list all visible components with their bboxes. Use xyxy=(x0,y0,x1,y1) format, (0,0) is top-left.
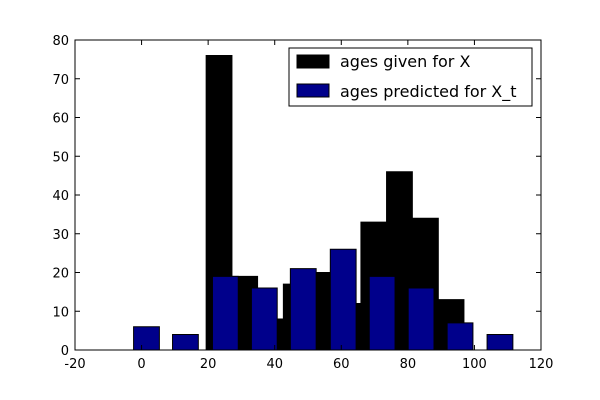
x-tick-label: 20 xyxy=(200,357,217,372)
bars-layer xyxy=(133,55,514,351)
x-tick-label: 100 xyxy=(462,357,487,372)
x-tick-label: 120 xyxy=(529,357,554,372)
bar-series-2-4 xyxy=(250,287,278,351)
legend-label-ages-predicted: ages predicted for X_t xyxy=(340,82,517,102)
y-tick-label: 70 xyxy=(52,73,69,88)
legend-swatch-ages-predicted xyxy=(296,83,330,98)
x-tick-label: 40 xyxy=(266,357,283,372)
y-tick-label: 20 xyxy=(52,267,69,282)
y-tick-label: 60 xyxy=(52,112,69,127)
bar-series-2-8 xyxy=(407,287,435,351)
y-tick-label: 10 xyxy=(52,305,69,320)
y-tick-label: 40 xyxy=(52,189,69,204)
y-tick-label: 30 xyxy=(52,228,69,243)
bar-series-2-3 xyxy=(211,275,239,351)
legend-swatch-ages-given xyxy=(296,54,330,69)
bar-series-2-5 xyxy=(289,268,317,351)
x-axis: -20 0 20 40 60 80 100 120 xyxy=(64,40,553,372)
bar-series-2-2 xyxy=(172,334,199,351)
y-tick-label: 0 xyxy=(61,344,69,359)
bar-series-2-10 xyxy=(486,334,514,351)
bar-series-2-6 xyxy=(329,248,357,351)
y-tick-label: 50 xyxy=(52,150,69,165)
legend-label-ages-given: ages given for X xyxy=(340,52,470,71)
y-tick-label: 80 xyxy=(52,34,69,49)
x-tick-label: 60 xyxy=(333,357,350,372)
x-tick-label: -20 xyxy=(64,357,85,372)
legend: ages given for X ages predicted for X_t xyxy=(288,47,533,107)
x-tick-label: 0 xyxy=(137,357,145,372)
y-axis: 0 10 20 30 40 50 60 70 80 xyxy=(52,34,541,359)
x-tick-label: 80 xyxy=(400,357,417,372)
bar-series-2-1 xyxy=(133,326,160,351)
bar-series-2-9 xyxy=(446,322,474,351)
bar-series-2-7 xyxy=(368,275,396,351)
